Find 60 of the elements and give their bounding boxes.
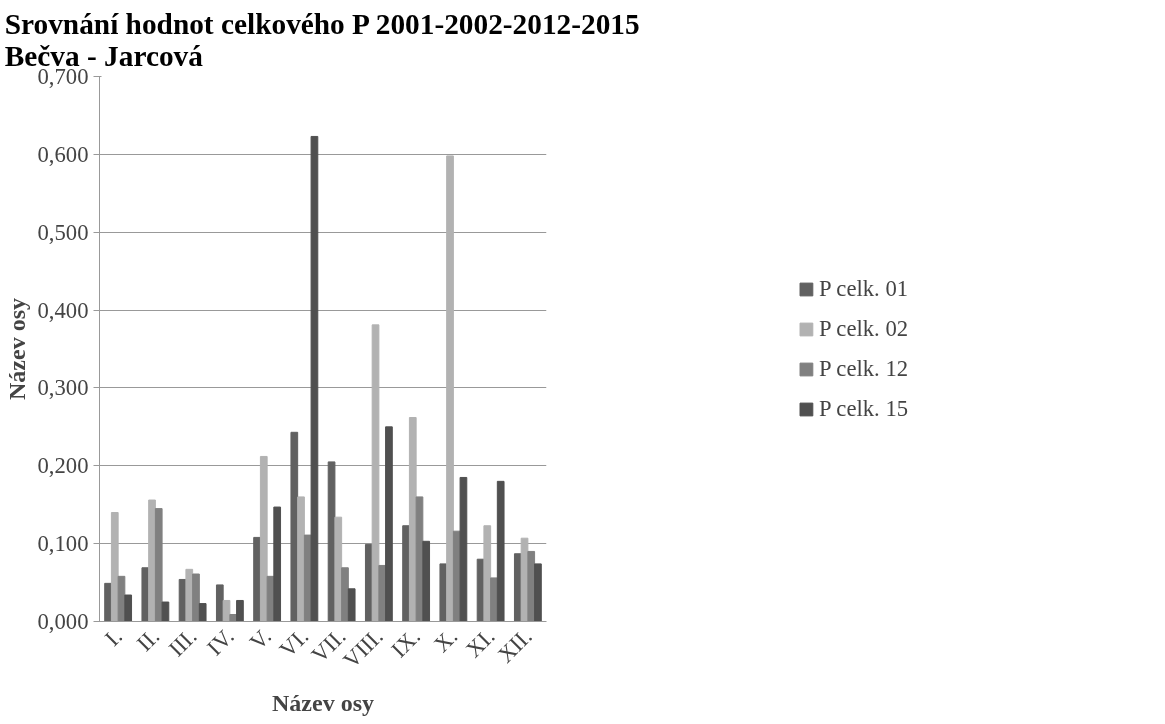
- y-tick-label: 0,000: [37, 609, 89, 634]
- bar: [402, 525, 410, 622]
- bar: [192, 573, 200, 622]
- bar: [446, 155, 454, 622]
- bar: [185, 568, 194, 622]
- bar: [490, 577, 498, 622]
- bar: [198, 603, 207, 622]
- bar: [148, 499, 156, 622]
- bar: [259, 455, 268, 622]
- x-tick-label: IV.: [202, 623, 239, 661]
- bar: [459, 476, 468, 622]
- bar: [385, 426, 393, 622]
- x-tick-label: IX.: [386, 623, 425, 663]
- y-tick-label: 0,400: [37, 297, 89, 323]
- legend-label: P celk. 02: [818, 315, 909, 342]
- bar: [266, 575, 275, 622]
- y-tick-label: 0,200: [37, 453, 89, 479]
- bar: [415, 496, 424, 622]
- y-tick-label: 0,500: [37, 219, 89, 245]
- x-tick-label: II.: [131, 623, 165, 657]
- bar: [222, 599, 231, 622]
- bar: [371, 324, 380, 622]
- bar: [378, 564, 387, 622]
- x-tick-label: I.: [99, 623, 127, 651]
- bar: [117, 575, 126, 622]
- bar: [290, 431, 299, 622]
- y-tick-label: 0,300: [37, 375, 89, 401]
- x-tick-label: III.: [163, 623, 202, 662]
- bar: [527, 550, 536, 622]
- bar: [110, 512, 119, 622]
- y-tick-label: 0,600: [37, 141, 89, 167]
- bar: [534, 563, 542, 622]
- y-axis-title: Název osy: [3, 298, 30, 400]
- bar: [154, 508, 163, 622]
- bar: [483, 525, 492, 622]
- x-axis-title: Název osy: [272, 689, 374, 716]
- bar: [310, 135, 319, 622]
- bar: [124, 594, 133, 622]
- legend-label: P celk. 12: [818, 355, 909, 382]
- bar: [141, 567, 150, 622]
- bar: [273, 506, 282, 622]
- bar: [104, 582, 112, 622]
- bar: [297, 496, 305, 622]
- x-tick-label: X.: [428, 623, 463, 657]
- bar: [236, 599, 244, 622]
- bar: [422, 540, 431, 622]
- bar: [439, 563, 448, 622]
- bar: [215, 584, 224, 622]
- x-tick-label: V.: [244, 623, 276, 655]
- bar: [364, 543, 373, 622]
- bar: [496, 480, 505, 622]
- bar: [334, 516, 343, 622]
- y-tick-label: 0,100: [37, 531, 89, 557]
- legend-label: P celk. 15: [818, 395, 909, 422]
- bar: [513, 553, 522, 622]
- bar: [253, 536, 261, 622]
- bar: [161, 601, 170, 622]
- bar: [347, 588, 356, 622]
- legend-label: P celk. 01: [818, 275, 909, 302]
- bar: [341, 567, 349, 622]
